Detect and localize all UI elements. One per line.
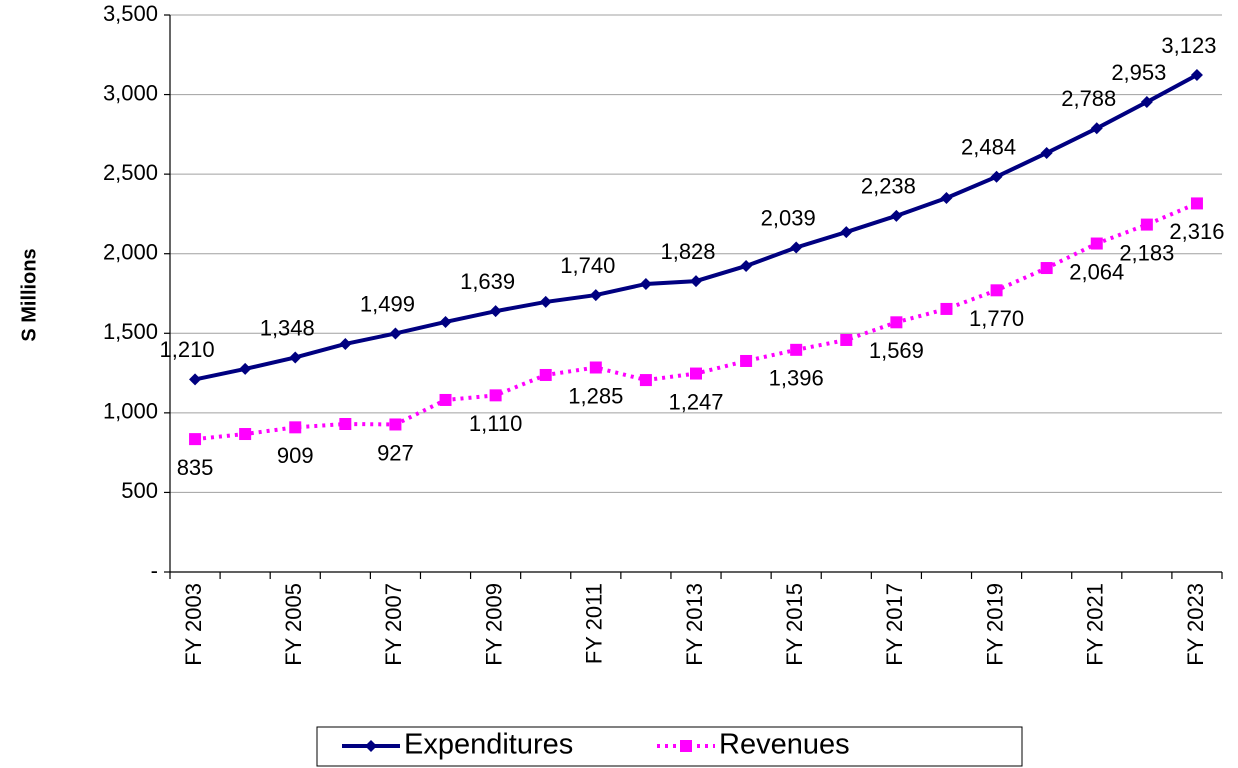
data-point (189, 433, 202, 446)
data-point (339, 417, 352, 430)
data-label: 2,316 (1169, 219, 1224, 244)
data-point (1040, 146, 1053, 159)
data-label: 1,285 (568, 383, 623, 408)
data-point (189, 373, 202, 386)
data-label: 1,770 (969, 306, 1024, 331)
data-point (690, 367, 702, 380)
legend-label: Revenues (719, 729, 850, 761)
data-label: 2,484 (961, 135, 1016, 160)
x-tick-label: FY 2015 (782, 583, 807, 666)
y-tick-label: 1,000 (103, 399, 158, 424)
data-point (840, 333, 853, 346)
x-tick-label: FY 2019 (982, 583, 1007, 666)
data-point (1140, 218, 1153, 231)
data-point (1090, 122, 1103, 135)
y-tick-label: 3,000 (103, 80, 158, 105)
data-label: 1,740 (560, 253, 615, 278)
x-tick-label: FY 2013 (682, 583, 707, 666)
y-tick-label: - (151, 558, 158, 583)
data-label: 1,569 (869, 338, 924, 363)
y-axis-label: S Millions (18, 248, 40, 341)
data-point (489, 305, 502, 318)
data-point (790, 241, 803, 254)
x-tick-label: FY 2005 (281, 583, 306, 666)
data-label: 2,953 (1111, 60, 1166, 85)
x-tick-label: FY 2003 (181, 583, 206, 666)
data-label: 1,396 (769, 366, 824, 391)
data-point (890, 316, 903, 329)
data-label: 1,210 (160, 337, 215, 362)
x-tick-label: FY 2011 (582, 583, 607, 664)
x-tick-label: FY 2017 (882, 583, 907, 666)
data-point (639, 277, 652, 290)
data-label: 835 (177, 455, 214, 480)
data-point (1190, 68, 1203, 81)
data-point (1090, 237, 1103, 250)
data-label: 2,064 (1069, 259, 1124, 284)
data-point (1140, 96, 1153, 109)
data-point (890, 209, 903, 222)
data-point (289, 351, 302, 364)
data-point (539, 295, 552, 308)
data-point (990, 170, 1003, 183)
data-point (589, 289, 602, 302)
data-point (339, 337, 352, 350)
data-point (439, 393, 452, 406)
data-label: 2,238 (861, 174, 916, 199)
data-point (740, 259, 753, 272)
legend-marker (680, 740, 692, 752)
data-label: 2,183 (1119, 240, 1174, 265)
data-label: 909 (277, 443, 314, 468)
data-point (589, 361, 602, 374)
x-tick-label: FY 2023 (1183, 583, 1208, 666)
legend-label: Expenditures (404, 729, 573, 761)
data-label: 3,123 (1161, 33, 1216, 58)
data-point (639, 374, 652, 387)
data-point (940, 192, 953, 205)
x-tick-label: FY 2021 (1083, 583, 1108, 666)
data-point (389, 418, 402, 431)
data-label: 1,247 (668, 389, 723, 414)
data-point (439, 315, 452, 328)
x-tick-label: FY 2007 (381, 583, 406, 666)
data-label: 2,039 (761, 205, 816, 230)
legend-marker (365, 740, 377, 752)
data-point (539, 368, 552, 381)
data-point (1190, 197, 1203, 210)
data-label: 1,499 (360, 291, 415, 316)
data-label: 1,110 (469, 411, 522, 436)
data-label: 2,788 (1061, 86, 1116, 111)
y-tick-label: 3,500 (103, 1, 158, 26)
data-point (840, 226, 853, 239)
y-tick-label: 500 (121, 478, 158, 503)
legend-box (316, 726, 1023, 767)
data-point (940, 302, 953, 315)
data-label: 927 (377, 440, 414, 465)
data-label: 1,828 (660, 239, 715, 264)
y-tick-label: 2,500 (103, 160, 158, 185)
y-tick-label: 1,500 (103, 319, 158, 344)
y-tick-label: 2,000 (103, 240, 158, 265)
data-label: 1,639 (460, 269, 515, 294)
data-label: 1,348 (260, 315, 315, 340)
data-point (389, 327, 402, 340)
data-point (690, 275, 702, 288)
data-point (740, 354, 753, 367)
x-tick-label: FY 2009 (481, 583, 506, 666)
data-point (239, 362, 252, 375)
data-point (489, 389, 502, 402)
data-point (990, 284, 1003, 297)
data-point (1040, 262, 1053, 275)
data-point (790, 343, 803, 356)
data-point (289, 421, 302, 434)
data-point (239, 428, 252, 441)
